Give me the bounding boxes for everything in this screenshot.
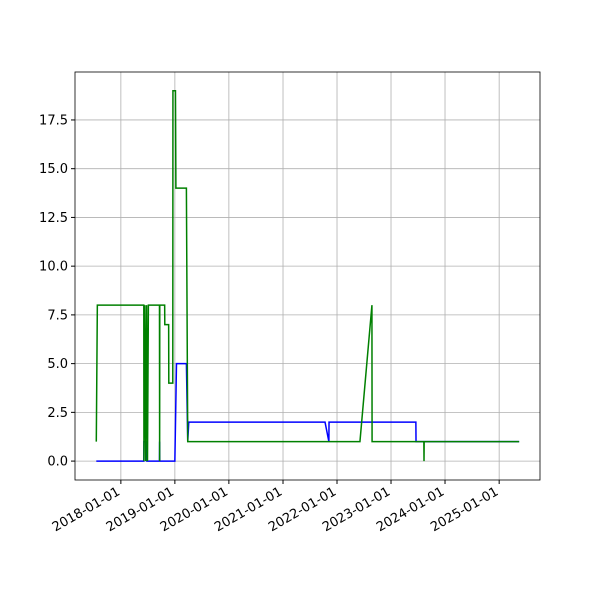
y-tick-label: 7.5 xyxy=(47,308,68,323)
y-tick-label: 10.0 xyxy=(39,260,68,275)
y-tick-label: 5.0 xyxy=(47,357,68,372)
plot-frame xyxy=(74,71,541,481)
y-tick-label: 0.0 xyxy=(47,455,68,470)
y-tick-label: 2.5 xyxy=(47,406,68,421)
y-tick-label: 15.0 xyxy=(39,162,68,177)
y-tick-label: 12.5 xyxy=(39,211,68,226)
y-tick-label: 17.5 xyxy=(39,113,68,128)
line xyxy=(95,89,520,462)
